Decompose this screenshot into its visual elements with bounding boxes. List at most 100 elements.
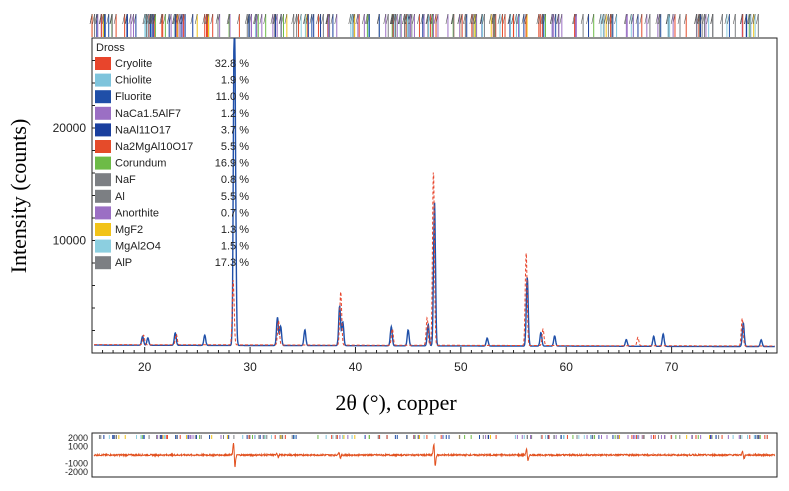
main-plot-frame	[91, 37, 778, 354]
reflection-marker-hatch	[365, 13, 368, 25]
reflection-marker-hatch	[521, 13, 525, 25]
legend-title: Dross	[96, 42, 125, 54]
reflection-marker-hatch	[405, 13, 408, 25]
series-layer	[94, 38, 775, 348]
reflection-marker-hatch	[172, 13, 175, 25]
legend-entry-value: 3.7 %	[221, 124, 249, 136]
reflection-marker-hatch	[150, 13, 153, 25]
reflection-marker-hatch	[149, 13, 152, 25]
reflection-marker-hatch	[237, 13, 240, 25]
reflection-marker-hatch	[176, 13, 180, 25]
reflection-marker-hatch	[391, 13, 395, 25]
reflection-marker-hatch	[516, 13, 519, 25]
diffraction-series-2	[94, 172, 775, 347]
reflection-marker-hatch	[724, 13, 728, 25]
reflection-marker-hatch	[744, 13, 747, 25]
reflection-marker-hatch	[259, 13, 263, 25]
reflection-marker-hatch	[603, 13, 607, 25]
legend-entry-name: Anorthite	[115, 207, 159, 219]
reflection-marker-hatch	[491, 13, 495, 25]
legend-swatch	[95, 189, 111, 203]
legend-entry-value: 0.7 %	[221, 207, 249, 219]
reflection-marker-hatch	[298, 13, 302, 25]
reflection-marker-hatch	[98, 13, 102, 25]
reflection-marker-hatch	[655, 13, 659, 25]
reflection-marker-hatch	[698, 13, 701, 25]
reflection-marker-hatch	[677, 13, 681, 25]
reflection-marker-hatch	[500, 13, 503, 25]
legend-swatch	[95, 73, 111, 87]
reflection-marker-hatch	[472, 13, 476, 25]
reflection-marker-hatch	[706, 13, 709, 25]
reflection-marker-hatch	[244, 13, 248, 25]
reflection-marker-hatch	[204, 13, 207, 25]
reflection-marker-hatch	[281, 13, 284, 25]
reflection-marker-hatch	[109, 13, 113, 25]
legend-entry-value: 1.5 %	[221, 241, 249, 253]
reflection-marker-hatch	[294, 13, 297, 25]
legend-swatch	[95, 206, 111, 220]
legend-swatch	[95, 57, 111, 70]
reflection-marker-hatch	[450, 13, 454, 25]
reflection-marker-hatch	[402, 13, 405, 25]
y-axis-ticks: 10000 20000	[53, 60, 98, 331]
reflection-marker-hatch	[739, 13, 743, 25]
reflection-marker-hatch	[727, 13, 730, 25]
reflection-marker-hatch	[699, 13, 703, 25]
reflection-marker-hatch	[303, 13, 306, 25]
reflection-marker-hatch	[291, 13, 295, 25]
reflection-marker-hatch	[122, 13, 125, 25]
reflection-marker-hatch	[733, 13, 736, 25]
reflection-marker-hatch	[537, 13, 541, 25]
reflection-marker-hatch	[752, 13, 756, 25]
residual-y-tick-label: 1000	[68, 442, 88, 452]
reflection-marker-hatch	[610, 13, 614, 25]
reflection-marker-hatch	[482, 13, 485, 25]
reflection-marker-hatch	[102, 13, 105, 25]
reflection-marker-hatch	[614, 13, 617, 25]
legend-swatch	[95, 239, 111, 253]
reflection-marker-hatch	[580, 13, 584, 25]
legend-entry-value: 1.2 %	[221, 108, 249, 120]
reflection-marker-hatch	[377, 13, 380, 25]
reflection-marker-band	[89, 13, 759, 37]
reflection-marker-hatch	[572, 13, 575, 25]
reflection-marker-hatch	[523, 13, 527, 25]
reflection-marker-hatch	[433, 13, 437, 25]
reflection-marker-hatch	[253, 13, 256, 25]
reflection-marker-hatch	[586, 13, 589, 25]
diffraction-series-1	[94, 38, 775, 348]
reflection-marker-hatch	[173, 13, 176, 25]
reflection-marker-hatch	[160, 13, 164, 25]
reflection-marker-hatch	[194, 13, 198, 25]
legend-swatch	[95, 140, 111, 153]
reflection-marker-hatch	[556, 13, 560, 25]
reflection-marker-hatch	[479, 13, 483, 25]
reflection-marker-hatch	[309, 13, 313, 25]
legend-swatch	[95, 173, 111, 187]
reflection-marker-hatch	[190, 13, 194, 25]
reflection-marker-hatch	[514, 13, 517, 25]
reflection-marker-hatch	[92, 13, 95, 25]
reflection-marker-hatch	[181, 13, 184, 25]
reflection-marker-hatch	[670, 13, 674, 25]
reflection-marker-hatch	[390, 13, 394, 25]
reflection-marker-hatch	[178, 13, 182, 25]
reflection-marker-hatch	[389, 13, 393, 25]
legend-entry-name: NaF	[115, 174, 136, 186]
legend-entry-name: Fluorite	[115, 91, 152, 103]
reflection-marker-hatch	[316, 13, 319, 25]
reflection-marker-hatch	[284, 13, 288, 25]
reflection-marker-hatch	[202, 13, 206, 25]
reflection-marker-hatch	[451, 13, 455, 25]
reflection-marker-hatch	[210, 13, 213, 25]
legend-swatch	[95, 90, 111, 104]
legend-entry-value: 1.9 %	[221, 75, 249, 87]
reflection-marker-hatch	[541, 13, 544, 25]
residual-marker-band	[98, 435, 768, 439]
reflection-marker-hatch	[362, 13, 365, 25]
reflection-marker-hatch	[385, 13, 389, 25]
reflection-marker-hatch	[756, 13, 759, 25]
reflection-marker-hatch	[330, 13, 334, 25]
